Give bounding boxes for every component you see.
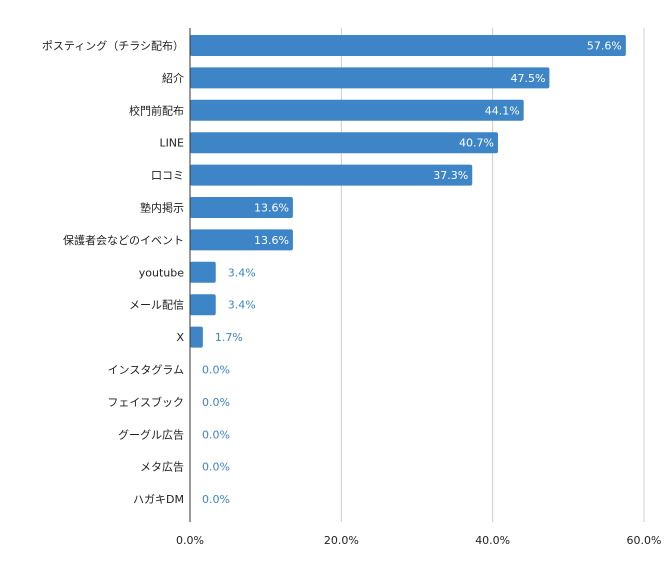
category-label: メタ広告 <box>140 461 184 474</box>
data-label: 13.6% <box>254 234 289 247</box>
data-label: 37.3% <box>433 169 468 182</box>
data-label: 40.7% <box>459 137 494 150</box>
category-label: 保護者会などのイベント <box>63 233 184 247</box>
category-label: LINE <box>159 137 184 150</box>
data-label: 1.7% <box>215 331 243 344</box>
x-tick-label: 0.0% <box>176 534 204 547</box>
bar <box>190 261 216 283</box>
data-label: 0.0% <box>202 461 230 474</box>
bar <box>190 99 524 121</box>
data-label: 0.0% <box>202 428 230 441</box>
bar <box>190 164 473 186</box>
data-label: 3.4% <box>228 266 256 279</box>
category-label: グーグル広告 <box>118 427 184 441</box>
data-label: 44.1% <box>485 104 520 117</box>
bars <box>190 35 626 348</box>
category-label: youtube <box>139 266 184 279</box>
data-label: 0.0% <box>202 396 230 409</box>
bar <box>190 229 293 251</box>
category-label: 校門前配布 <box>129 103 184 117</box>
data-label: 57.6% <box>587 40 622 53</box>
bar <box>190 197 293 218</box>
category-label: 紹介 <box>162 72 184 85</box>
data-label: 47.5% <box>510 72 545 85</box>
data-labels: 57.6% 47.5% 44.1% 40.7% 37.3% 13.6% 13.6% 3.4% 3… <box>202 40 622 507</box>
bar <box>190 294 216 316</box>
data-label: 0.0% <box>202 364 230 377</box>
category-label: 口コミ <box>151 169 184 182</box>
x-tick-label: 40.0% <box>475 534 510 547</box>
x-tick-label: 60.0% <box>627 534 662 547</box>
category-label: メール配信 <box>129 299 184 312</box>
category-label: ポスティング（チラシ配布） <box>42 39 184 53</box>
category-label: X <box>176 331 184 344</box>
category-label: 塾内掲示 <box>140 201 184 215</box>
data-label: 3.4% <box>228 299 256 312</box>
data-label: 13.6% <box>254 202 289 215</box>
data-label: 0.0% <box>202 493 230 506</box>
bar <box>190 67 550 89</box>
category-label: インスタグラム <box>108 363 184 377</box>
bar <box>190 35 626 56</box>
x-tick-labels: 0.0% 20.0% 40.0% 60.0% <box>176 534 661 547</box>
bar <box>190 132 498 154</box>
x-tick-label: 20.0% <box>324 534 359 547</box>
category-label: フェイスブック <box>107 395 184 409</box>
category-label: ハガキDM <box>133 493 184 506</box>
bar <box>190 326 203 348</box>
